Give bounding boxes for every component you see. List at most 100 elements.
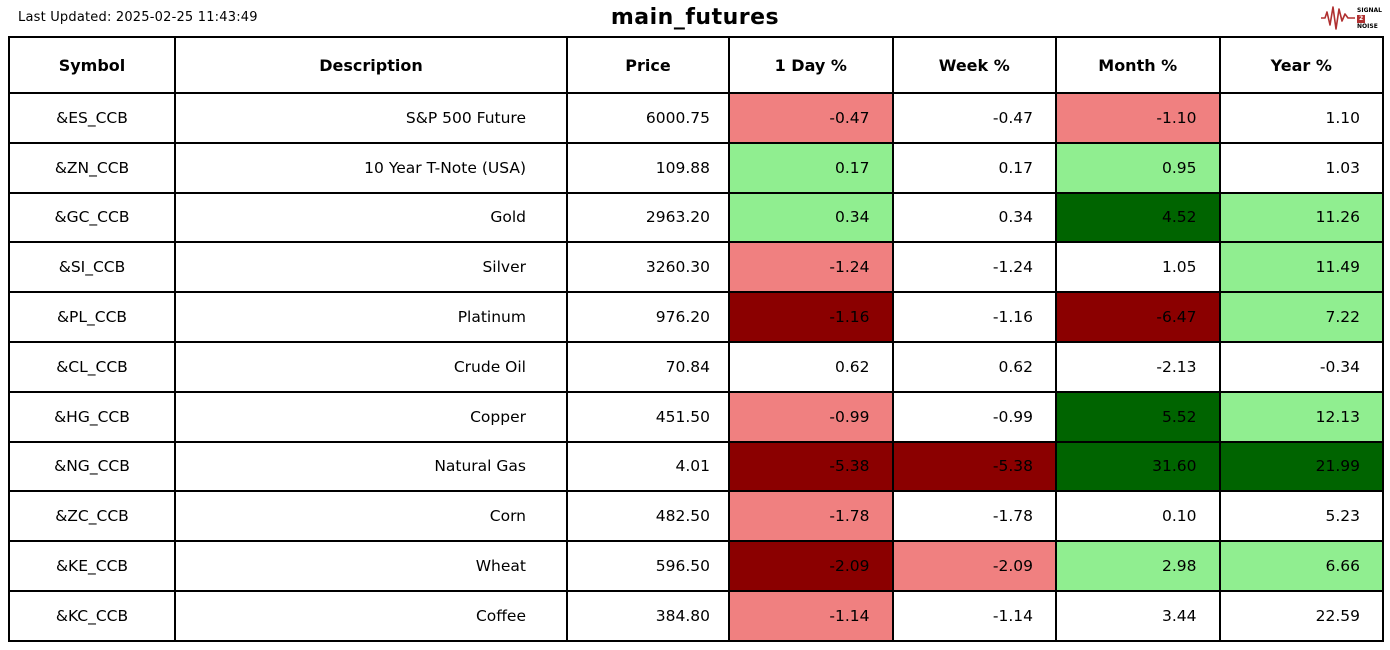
- price-cell: 6000.75: [566, 92, 730, 144]
- price-cell: 384.80: [566, 589, 730, 642]
- month-change-cell: 0.10: [1055, 490, 1221, 543]
- symbol-cell: &SI_CCB: [8, 241, 176, 294]
- day-change-cell: 0.62: [728, 340, 894, 393]
- logo-line-2: 2: [1357, 15, 1366, 23]
- symbol-cell: &ES_CCB: [8, 92, 176, 144]
- table-row: &ZN_CCB 10 Year T-Note (USA) 109.88 0.17…: [8, 141, 1384, 194]
- day-change-cell: 0.17: [728, 141, 894, 194]
- description-cell: S&P 500 Future: [174, 92, 568, 144]
- table-row: &SI_CCB Silver 3260.30 -1.24 -1.24 1.05 …: [8, 241, 1384, 294]
- year-change-cell: 1.10: [1218, 92, 1384, 144]
- day-change-cell: -1.14: [728, 589, 894, 642]
- month-change-cell: 0.95: [1055, 141, 1221, 194]
- logo-line-1: SIGNAL: [1357, 7, 1382, 14]
- week-change-cell: -1.78: [891, 490, 1057, 543]
- price-cell: 976.20: [566, 291, 730, 343]
- week-change-cell: -0.99: [891, 390, 1057, 443]
- last-updated-label: Last Updated: 2025-02-25 11:43:49: [18, 10, 258, 25]
- month-change-cell: 4.52: [1055, 191, 1221, 244]
- col-header-price: Price: [566, 36, 730, 94]
- week-change-cell: -0.47: [891, 92, 1057, 144]
- page-title: main_futures: [610, 5, 780, 30]
- day-change-cell: -0.47: [728, 92, 894, 144]
- signal2noise-logo: SIGNAL 2 NOISE: [1320, 3, 1382, 35]
- day-change-cell: -1.78: [728, 490, 894, 543]
- year-change-cell: 11.26: [1218, 191, 1384, 244]
- col-header-month: Month %: [1055, 36, 1221, 94]
- year-change-cell: 1.03: [1218, 141, 1384, 194]
- week-change-cell: -1.16: [891, 291, 1057, 343]
- logo-line-3: NOISE: [1357, 23, 1378, 30]
- symbol-cell: &KC_CCB: [8, 589, 176, 642]
- description-cell: Platinum: [174, 291, 568, 343]
- price-cell: 4.01: [566, 440, 730, 493]
- table-row: &ES_CCB S&P 500 Future 6000.75 -0.47 -0.…: [8, 92, 1384, 144]
- week-change-cell: 0.17: [891, 141, 1057, 194]
- col-header-year: Year %: [1218, 36, 1384, 94]
- table-row: &HG_CCB Copper 451.50 -0.99 -0.99 5.52 1…: [8, 390, 1384, 443]
- month-change-cell: 3.44: [1055, 589, 1221, 642]
- top-bar: Last Updated: 2025-02-25 11:43:49 main_f…: [0, 0, 1390, 36]
- day-change-cell: 0.34: [728, 191, 894, 244]
- col-header-description: Description: [174, 36, 568, 94]
- symbol-cell: &PL_CCB: [8, 291, 176, 343]
- price-cell: 109.88: [566, 141, 730, 194]
- description-cell: Natural Gas: [174, 440, 568, 493]
- symbol-cell: &KE_CCB: [8, 540, 176, 592]
- month-change-cell: 5.52: [1055, 390, 1221, 443]
- year-change-cell: 11.49: [1218, 241, 1384, 294]
- day-change-cell: -5.38: [728, 440, 894, 493]
- table-row: &PL_CCB Platinum 976.20 -1.16 -1.16 -6.4…: [8, 291, 1384, 343]
- month-change-cell: -6.47: [1055, 291, 1221, 343]
- week-change-cell: 0.62: [891, 340, 1057, 393]
- symbol-cell: &HG_CCB: [8, 390, 176, 443]
- year-change-cell: 7.22: [1218, 291, 1384, 343]
- description-cell: 10 Year T-Note (USA): [174, 141, 568, 194]
- price-cell: 482.50: [566, 490, 730, 543]
- description-cell: Gold: [174, 191, 568, 244]
- header-row: Symbol Description Price 1 Day % Week % …: [8, 36, 1384, 94]
- month-change-cell: 31.60: [1055, 440, 1221, 493]
- description-cell: Wheat: [174, 540, 568, 592]
- table-row: &KE_CCB Wheat 596.50 -2.09 -2.09 2.98 6.…: [8, 540, 1384, 592]
- description-cell: Coffee: [174, 589, 568, 642]
- col-header-symbol: Symbol: [8, 36, 176, 94]
- day-change-cell: -0.99: [728, 390, 894, 443]
- table-header: Symbol Description Price 1 Day % Week % …: [8, 36, 1384, 94]
- symbol-cell: &ZN_CCB: [8, 141, 176, 194]
- day-change-cell: -2.09: [728, 540, 894, 592]
- symbol-cell: &CL_CCB: [8, 340, 176, 393]
- month-change-cell: 1.05: [1055, 241, 1221, 294]
- description-cell: Copper: [174, 390, 568, 443]
- table-row: &KC_CCB Coffee 384.80 -1.14 -1.14 3.44 2…: [8, 589, 1384, 642]
- table-row: &NG_CCB Natural Gas 4.01 -5.38 -5.38 31.…: [8, 440, 1384, 493]
- year-change-cell: 22.59: [1218, 589, 1384, 642]
- table-row: &CL_CCB Crude Oil 70.84 0.62 0.62 -2.13 …: [8, 340, 1384, 393]
- year-change-cell: 6.66: [1218, 540, 1384, 592]
- day-change-cell: -1.16: [728, 291, 894, 343]
- futures-table: Symbol Description Price 1 Day % Week % …: [8, 36, 1384, 642]
- col-header-week: Week %: [891, 36, 1057, 94]
- week-change-cell: 0.34: [891, 191, 1057, 244]
- year-change-cell: -0.34: [1218, 340, 1384, 393]
- table-row: &GC_CCB Gold 2963.20 0.34 0.34 4.52 11.2…: [8, 191, 1384, 244]
- day-change-cell: -1.24: [728, 241, 894, 294]
- price-cell: 2963.20: [566, 191, 730, 244]
- week-change-cell: -1.14: [891, 589, 1057, 642]
- price-cell: 3260.30: [566, 241, 730, 294]
- week-change-cell: -1.24: [891, 241, 1057, 294]
- month-change-cell: -2.13: [1055, 340, 1221, 393]
- description-cell: Crude Oil: [174, 340, 568, 393]
- symbol-cell: &NG_CCB: [8, 440, 176, 493]
- month-change-cell: -1.10: [1055, 92, 1221, 144]
- price-cell: 70.84: [566, 340, 730, 393]
- week-change-cell: -2.09: [891, 540, 1057, 592]
- description-cell: Corn: [174, 490, 568, 543]
- year-change-cell: 21.99: [1218, 440, 1384, 493]
- price-cell: 451.50: [566, 390, 730, 443]
- logo-text: SIGNAL 2 NOISE: [1357, 7, 1382, 31]
- waveform-icon: [1320, 3, 1356, 35]
- description-cell: Silver: [174, 241, 568, 294]
- col-header-day: 1 Day %: [728, 36, 894, 94]
- month-change-cell: 2.98: [1055, 540, 1221, 592]
